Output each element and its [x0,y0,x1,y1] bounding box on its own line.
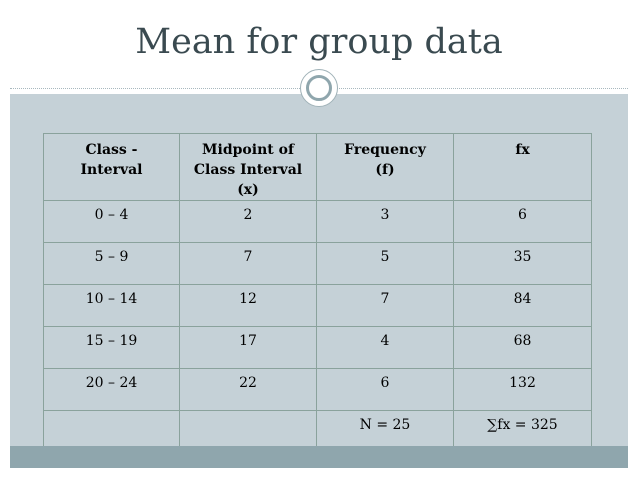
table-cell: 0 – 4 [43,200,180,243]
table-cell: 20 – 24 [43,368,180,411]
table-row: 0 – 4 2 3 6 [43,200,592,243]
table-cell: 2 [179,200,317,243]
table-cell: 7 [179,242,317,285]
grouped-data-table: Class - Interval Midpoint of Class Inter… [43,133,592,453]
table-cell: 68 [453,326,592,369]
header-line: Interval [80,162,143,178]
table-row: 20 – 24 22 6 132 [43,368,592,411]
header-line: Class Interval [193,162,303,178]
table-cell: 10 – 14 [43,284,180,327]
table-header-row: Class - Interval Midpoint of Class Inter… [43,133,592,201]
header-class-interval: Class - Interval [43,133,180,201]
table-cell: 22 [179,368,317,411]
header-line: fx [515,142,530,158]
header-fx: fx [453,133,592,201]
table-cell: 17 [179,326,317,369]
table-cell: 132 [453,368,592,411]
table-cell: 15 – 19 [43,326,180,369]
table-cell: 3 [316,200,454,243]
table-cell: 4 [316,326,454,369]
total-frequency: N = 25 [316,410,454,453]
total-fx: ∑fx = 325 [453,410,592,453]
table-cell: 6 [453,200,592,243]
slide-title: Mean for group data [135,22,503,62]
header-line: Frequency [344,142,426,158]
table-cell: 5 [316,242,454,285]
table-cell: 12 [179,284,317,327]
table-cell: 35 [453,242,592,285]
header-midpoint: Midpoint of Class Interval (x) [179,133,317,201]
header-line: Midpoint of [202,142,294,158]
table-cell: 84 [453,284,592,327]
table-cell: 5 – 9 [43,242,180,285]
circle-ornament-inner [306,75,332,101]
header-frequency: Frequency (f) [316,133,454,201]
bottom-bar [10,446,628,468]
table-cell: 6 [316,368,454,411]
circle-ornament-icon [300,69,338,107]
header-line: (f) [375,162,395,178]
table-row: 15 – 19 17 4 68 [43,326,592,369]
table-total-row: N = 25 ∑fx = 325 [43,410,592,453]
table-row: 10 – 14 12 7 84 [43,284,592,327]
table-row: 5 – 9 7 5 35 [43,242,592,285]
header-line: (x) [237,182,259,198]
table-cell: 7 [316,284,454,327]
header-line: Class - [85,142,138,158]
